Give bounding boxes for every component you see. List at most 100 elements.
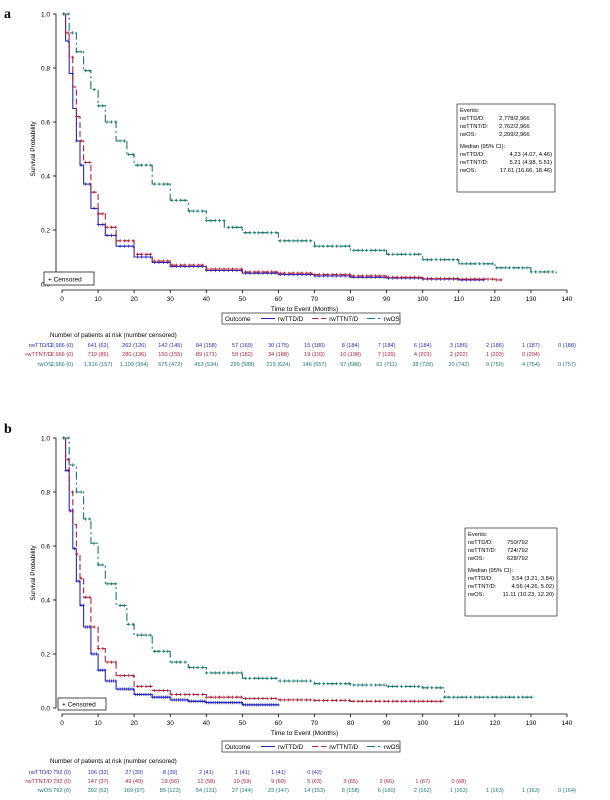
censor-mark-rwOS bbox=[477, 695, 481, 699]
risk-cell: 8 (184) bbox=[342, 343, 360, 349]
censor-mark-rwTTNT/D bbox=[334, 272, 339, 277]
x-tick-label: 40 bbox=[203, 720, 211, 727]
censor-mark-rwTTNT/D bbox=[278, 698, 282, 702]
panel-a: 0.00.20.40.60.81.00102030405060708090100… bbox=[25, 12, 576, 369]
censor-mark-rwTTNT/D bbox=[373, 274, 378, 278]
censor-mark-rwTTD/D bbox=[148, 255, 152, 259]
censor-mark-rwTTNT/D bbox=[105, 225, 109, 229]
censor-mark-rwOS bbox=[343, 682, 347, 686]
censor-mark-rwOS bbox=[373, 683, 378, 687]
censor-mark-rwOS bbox=[395, 684, 399, 688]
censor-mark-rwTTD/D bbox=[70, 71, 75, 75]
risk-cell: 3 (65) bbox=[343, 779, 358, 785]
stats-median-value: 17.61 (16.66, 18.46) bbox=[500, 168, 552, 174]
stats-events-value: 628/792 bbox=[507, 556, 528, 562]
censor-mark-rwTTNT/D bbox=[352, 274, 356, 278]
censor-mark-rwOS bbox=[508, 695, 512, 699]
risk-cell: 23 (147) bbox=[268, 788, 289, 794]
censor-mark-rwOS bbox=[88, 69, 92, 73]
censor-mark-rwTTD/D bbox=[276, 703, 280, 707]
censor-mark-rwTTD/D bbox=[148, 692, 152, 697]
censor-mark-rwTTNT/D bbox=[412, 275, 416, 279]
censor-mark-rwOS bbox=[226, 225, 230, 229]
censor-mark-rwTTD/D bbox=[75, 139, 79, 143]
censor-mark-rwTTNT/D bbox=[460, 277, 464, 281]
y-tick-label: 0.2 bbox=[41, 228, 50, 235]
risk-cell: 1 (163) bbox=[486, 788, 504, 794]
censor-mark-rwOS bbox=[365, 683, 369, 687]
risk-cell: 4 (201) bbox=[414, 352, 432, 358]
censor-mark-rwTTNT/D bbox=[421, 277, 425, 281]
censor-mark-rwTTNT/D bbox=[92, 190, 96, 194]
censor-mark-rwOS bbox=[529, 270, 533, 274]
censor-mark-rwOS bbox=[231, 225, 235, 229]
censor-mark-rwOS bbox=[326, 682, 330, 686]
censor-mark-rwOS bbox=[456, 695, 460, 699]
censor-mark-rwOS bbox=[451, 258, 455, 262]
censor-mark-rwOS bbox=[395, 252, 399, 256]
censor-mark-rwOS bbox=[96, 104, 100, 108]
risk-cell: 2 (162) bbox=[414, 788, 432, 794]
censor-mark-rwTTNT/D bbox=[464, 277, 468, 281]
panel-a-letter: a bbox=[4, 7, 11, 22]
panel-b-letter: b bbox=[4, 422, 12, 437]
legend-label-rwTTNT/D: rwTTNT/D bbox=[329, 744, 358, 751]
risk-cell: 106 (32) bbox=[88, 770, 109, 776]
censor-mark-rwTTNT/D bbox=[205, 695, 209, 699]
censor-mark-rwTTNT/D bbox=[127, 239, 131, 243]
censor-mark-rwTTD/D bbox=[109, 233, 113, 237]
censor-mark-rwTTNT/D bbox=[148, 684, 152, 688]
censor-mark-rwTTNT/D bbox=[122, 239, 126, 243]
censor-mark-rwOS bbox=[83, 69, 87, 73]
censor-mark-rwOS bbox=[248, 676, 252, 680]
y-tick-label: 0.6 bbox=[41, 120, 50, 127]
series-line-rwTTNT/D bbox=[62, 437, 445, 702]
censor-mark-rwTTD/D bbox=[140, 255, 144, 259]
censor-mark-rwOS bbox=[96, 563, 100, 567]
censor-mark-rwTTD/D bbox=[81, 603, 85, 607]
censor-mark-rwOS bbox=[209, 671, 213, 675]
censor-mark-rwOS bbox=[473, 262, 477, 266]
x-tick-label: 50 bbox=[239, 296, 247, 303]
censor-mark-rwTTNT/D bbox=[170, 263, 174, 267]
censor-mark-rwOS bbox=[248, 231, 252, 235]
censor-mark-rwOS bbox=[278, 239, 282, 243]
x-tick-label: 140 bbox=[562, 296, 573, 303]
risk-cell: 10 (59) bbox=[233, 779, 251, 785]
censor-mark-rwOS bbox=[157, 182, 161, 186]
censor-mark-rwTTNT/D bbox=[369, 699, 373, 703]
censor-mark-rwTTNT/D bbox=[339, 698, 343, 702]
censor-mark-rwTTNT/D bbox=[391, 699, 395, 703]
censor-mark-rwTTNT/D bbox=[248, 696, 252, 701]
censor-mark-rwTTNT/D bbox=[421, 699, 425, 703]
censor-mark-rwTTNT/D bbox=[109, 660, 113, 664]
censor-mark-rwOS bbox=[222, 219, 226, 223]
censor-mark-rwOS bbox=[174, 198, 178, 202]
stats-box bbox=[464, 527, 558, 617]
risk-cell: 169 (97) bbox=[124, 788, 145, 794]
censor-mark-rwTTNT/D bbox=[218, 695, 222, 699]
censor-mark-rwTTNT/D bbox=[114, 225, 118, 229]
x-tick-label: 70 bbox=[311, 720, 319, 727]
censor-mark-rwTTD/D bbox=[114, 679, 118, 683]
censor-mark-rwTTNT/D bbox=[179, 692, 183, 697]
censor-mark-rwOS bbox=[360, 683, 365, 687]
censor-mark-rwTTNT/D bbox=[118, 674, 122, 678]
censor-mark-rwOS bbox=[443, 695, 447, 699]
risk-cell: 675 (472) bbox=[158, 362, 182, 368]
censor-mark-rwTTNT/D bbox=[131, 239, 135, 243]
censor-mark-rwTTNT/D bbox=[196, 692, 200, 697]
censor-mark-rwTTNT/D bbox=[239, 695, 243, 699]
risk-cell: 147 (37) bbox=[88, 779, 109, 785]
censor-mark-rwTTNT/D bbox=[343, 698, 347, 702]
censor-mark-rwOS bbox=[114, 582, 118, 586]
censor-mark-rwTTNT/D bbox=[352, 699, 356, 703]
censor-mark-rwOS bbox=[313, 244, 317, 248]
stats-events-label: rwOS: bbox=[460, 132, 476, 138]
x-tick-label: 0 bbox=[60, 296, 64, 303]
risk-cell: 150 (155) bbox=[158, 352, 182, 358]
legend-label-rwTTNT/D: rwTTNT/D bbox=[329, 316, 358, 323]
risk-cell: 0 (204) bbox=[522, 352, 540, 358]
censor-mark-rwTTNT/D bbox=[334, 698, 339, 702]
stats-median-title: Median (95% CI): bbox=[460, 144, 505, 150]
